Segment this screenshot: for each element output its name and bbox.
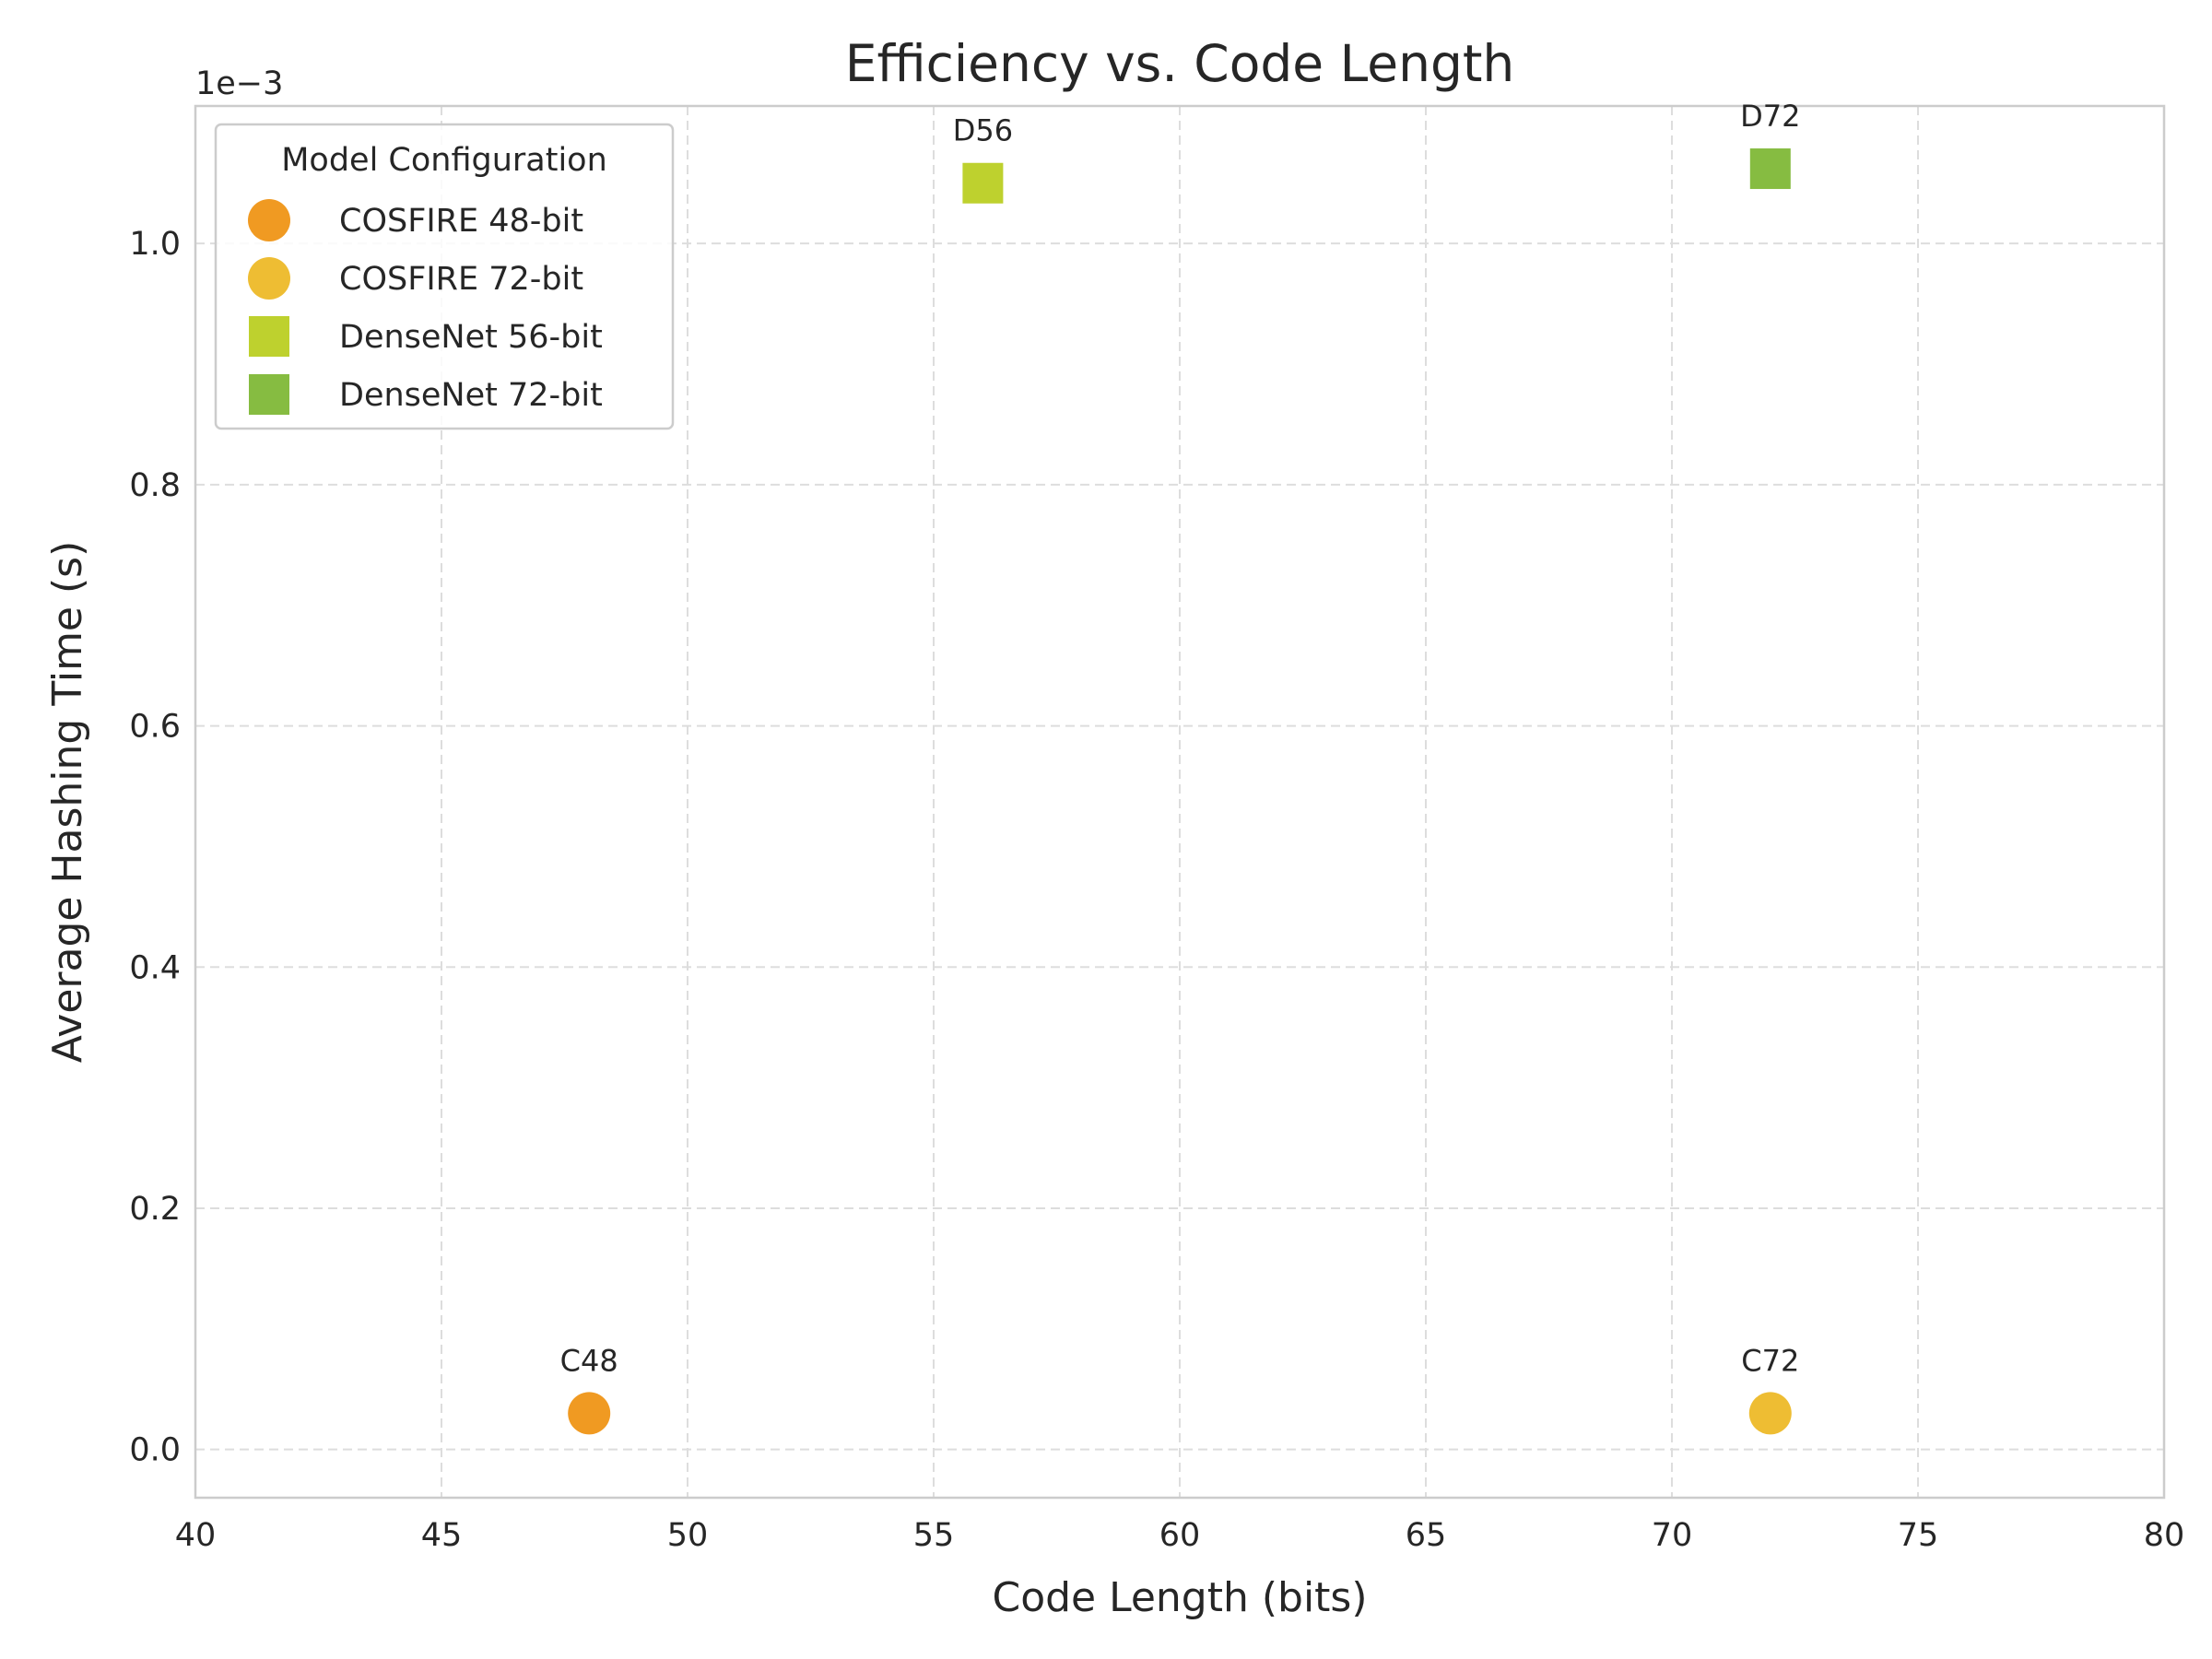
legend-label: DenseNet 56-bit bbox=[339, 319, 603, 356]
data-point-square bbox=[1749, 148, 1791, 190]
x-tick-label: 60 bbox=[1159, 1517, 1201, 1554]
x-axis-title: Code Length (bits) bbox=[992, 1574, 1367, 1621]
legend-marker-circle bbox=[248, 199, 290, 241]
legend: Model Configuration COSFIRE 48-bit COSFIRE… bbox=[214, 123, 675, 430]
y-tick-label: 0.2 bbox=[129, 1191, 181, 1228]
legend-marker-square bbox=[249, 374, 289, 415]
legend-label: COSFIRE 48-bit bbox=[339, 203, 583, 240]
x-tick-label: 55 bbox=[913, 1517, 955, 1554]
y-tick-label: 0.0 bbox=[129, 1432, 181, 1469]
data-points bbox=[568, 148, 1792, 1435]
x-tick-label: 75 bbox=[1898, 1517, 1939, 1554]
y-tick-label: 1.0 bbox=[129, 226, 181, 263]
plot-frame bbox=[194, 104, 2166, 1500]
y-tick-label: 0.6 bbox=[129, 709, 181, 746]
x-tick-label: 70 bbox=[1652, 1517, 1693, 1554]
chart-title: Efficiency vs. Code Length bbox=[845, 34, 1515, 93]
x-tick-label: 65 bbox=[1406, 1517, 1447, 1554]
x-tick-label: 45 bbox=[421, 1517, 463, 1554]
point-labels: C48 C72 D56 D72 bbox=[560, 99, 1801, 1378]
legend-box bbox=[214, 123, 675, 430]
legend-label: COSFIRE 72-bit bbox=[339, 261, 583, 298]
legend-marker-circle bbox=[248, 257, 290, 300]
y-tick-label: 0.4 bbox=[129, 949, 181, 986]
legend-label: DenseNet 72-bit bbox=[339, 377, 603, 414]
point-label: C72 bbox=[1741, 1343, 1799, 1378]
data-point-circle bbox=[1748, 1392, 1792, 1435]
point-label: C48 bbox=[560, 1343, 618, 1378]
data-point-square bbox=[962, 162, 1004, 204]
axis-ticks: 40 45 50 55 60 65 70 75 80 0.0 0.2 0.4 0.6 0.8 1.0 bbox=[129, 226, 2184, 1554]
y-axis-offset-text: 1e−3 bbox=[195, 65, 283, 102]
data-point-circle bbox=[568, 1392, 611, 1435]
point-label: D72 bbox=[1740, 99, 1800, 134]
y-axis-title: Average Hashing Time (s) bbox=[44, 541, 91, 1063]
legend-title: Model Configuration bbox=[281, 142, 607, 179]
y-tick-label: 0.8 bbox=[129, 467, 181, 504]
x-tick-label: 40 bbox=[175, 1517, 217, 1554]
x-tick-label: 50 bbox=[667, 1517, 709, 1554]
x-tick-label: 80 bbox=[2144, 1517, 2185, 1554]
point-label: D56 bbox=[953, 113, 1013, 148]
legend-marker-square bbox=[249, 316, 289, 357]
grid bbox=[195, 106, 2164, 1498]
